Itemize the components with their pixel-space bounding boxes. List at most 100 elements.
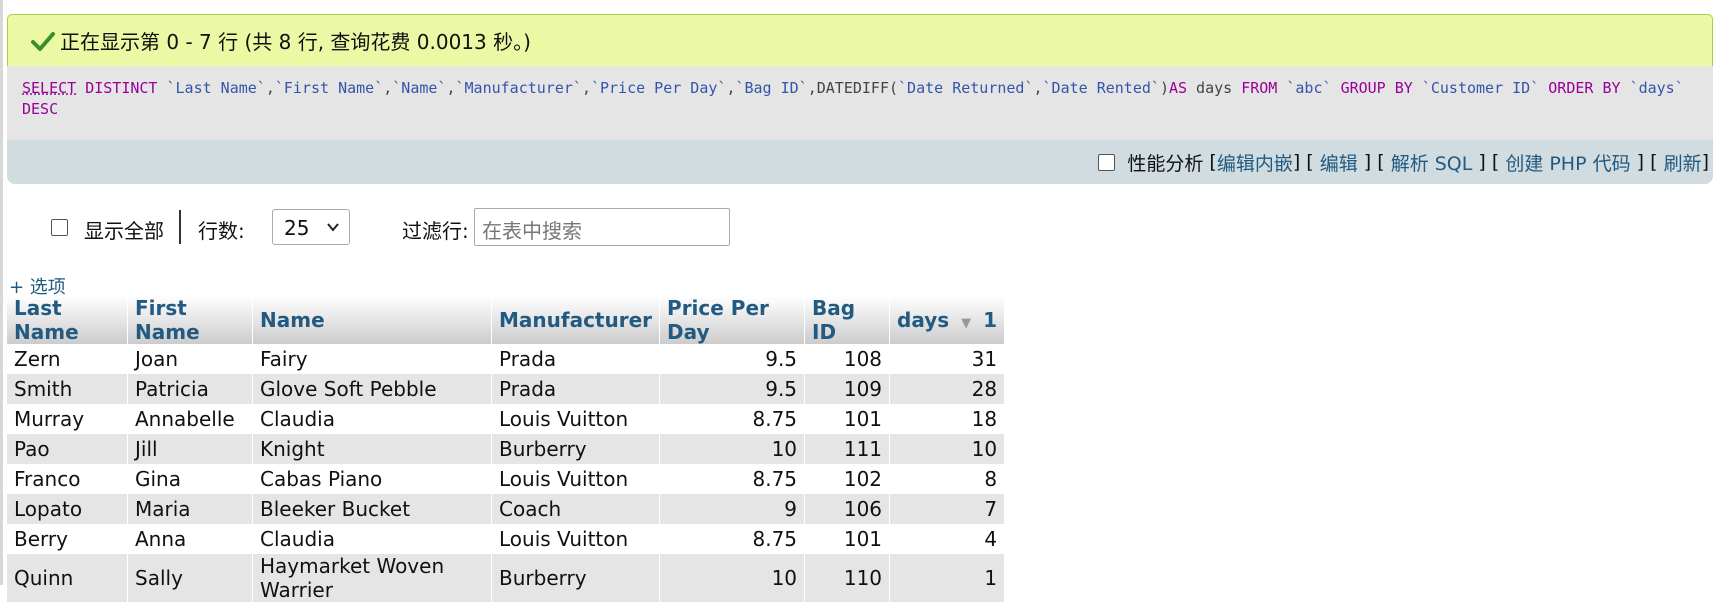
table-row[interactable]: Lopato Maria Bleeker Bucket Coach 9 106 7 [7, 494, 1006, 524]
sql-token: , [446, 79, 456, 97]
table-row[interactable]: Franco Gina Cabas Piano Louis Vuitton 8.75 10… [7, 464, 1006, 494]
sql-line-2: DESC [22, 99, 1713, 120]
table-cell[interactable]: Prada [491, 374, 661, 404]
column-header-price-per-day[interactable]: Price Per Day [659, 296, 806, 344]
sql-token: SELECT [22, 79, 77, 97]
table-cell[interactable]: Cabas Piano [252, 464, 492, 494]
table-cell[interactable]: Pao [7, 434, 128, 464]
table-cell[interactable]: Quinn [7, 554, 128, 602]
table-cell[interactable]: Smith [7, 374, 128, 404]
table-cell[interactable]: 8.75 [659, 404, 806, 434]
table-cell[interactable]: 8.75 [659, 524, 806, 554]
table-cell[interactable]: Prada [491, 344, 661, 374]
table-cell[interactable]: 111 [804, 434, 891, 464]
table-row[interactable]: Berry Anna Claudia Louis Vuitton 8.75 101 4 [7, 524, 1006, 554]
table-cell[interactable]: Burberry [491, 554, 661, 602]
table-cell[interactable]: Gina [127, 464, 253, 494]
table-cell[interactable]: Fairy [252, 344, 492, 374]
table-cell[interactable]: Burberry [491, 434, 661, 464]
table-cell[interactable]: 31 [889, 344, 1006, 374]
table-cell[interactable]: Louis Vuitton [491, 464, 661, 494]
show-all-label[interactable]: 显示全部 [84, 219, 164, 243]
days-header-label: days [897, 308, 950, 332]
column-header-manufacturer[interactable]: Manufacturer [491, 296, 661, 344]
table-cell[interactable]: 102 [804, 464, 891, 494]
table-cell[interactable]: Bleeker Bucket [252, 494, 492, 524]
table-cell[interactable]: 10 [659, 554, 806, 602]
sql-token: , [383, 79, 393, 97]
table-cell[interactable]: 7 [889, 494, 1006, 524]
options-toggle-link[interactable]: + 选项 [9, 277, 66, 298]
table-cell[interactable]: 18 [889, 404, 1006, 434]
show-all-checkbox[interactable] [51, 219, 68, 236]
table-cell[interactable]: Louis Vuitton [491, 404, 661, 434]
column-header-first-name[interactable]: First Name [127, 296, 253, 344]
column-header-bag-id[interactable]: Bag ID [804, 296, 891, 344]
filter-search-input[interactable]: 在表中搜索 [474, 208, 730, 246]
table-cell[interactable]: Joan [127, 344, 253, 374]
table-cell[interactable]: Berry [7, 524, 128, 554]
column-header-name[interactable]: Name [252, 296, 492, 344]
rows-per-page-select[interactable]: 25 [272, 209, 350, 245]
sql-token [76, 79, 85, 97]
sql-token: `Date Rented` [1042, 79, 1160, 97]
sql-token: FROM [1241, 79, 1278, 97]
sql-token: `Customer ID` [1421, 79, 1540, 97]
edit-link[interactable]: 编辑 [1319, 152, 1358, 175]
table-row[interactable]: Quinn Sally Haymarket Woven Warrier Burberr… [7, 554, 1006, 602]
sql-token: GROUP BY [1340, 79, 1413, 97]
table-cell[interactable]: 10 [659, 434, 806, 464]
table-cell[interactable]: Sally [127, 554, 253, 602]
table-cell[interactable]: 101 [804, 404, 891, 434]
table-cell[interactable]: Knight [252, 434, 492, 464]
table-cell[interactable]: Jill [127, 434, 253, 464]
table-cell[interactable]: 9.5 [659, 344, 806, 374]
table-cell[interactable]: Louis Vuitton [491, 524, 661, 554]
table-row[interactable]: Smith Patricia Glove Soft Pebble Prada 9.5 10… [7, 374, 1006, 404]
create-php-code-link[interactable]: 创建 PHP 代码 [1505, 152, 1631, 175]
table-cell[interactable]: Anna [127, 524, 253, 554]
table-cell[interactable]: 10 [889, 434, 1006, 464]
sql-token: `Date Returned` [898, 79, 1034, 97]
sql-token: ) [1159, 79, 1169, 97]
table-cell[interactable]: Zern [7, 344, 128, 374]
table-cell[interactable]: 109 [804, 374, 891, 404]
table-cell[interactable]: Maria [127, 494, 253, 524]
column-header-days[interactable]: days ▼ 1 [889, 296, 1006, 344]
table-row[interactable]: Pao Jill Knight Burberry 10 111 10 [7, 434, 1006, 464]
table-cell[interactable]: Franco [7, 464, 128, 494]
table-cell[interactable]: Claudia [252, 524, 492, 554]
column-header-last-name[interactable]: Last Name [7, 296, 128, 344]
table-cell[interactable]: 110 [804, 554, 891, 602]
explain-sql-link[interactable]: 解析 SQL [1390, 152, 1473, 175]
sql-token: `Last Name` [166, 79, 266, 97]
table-cell[interactable]: Patricia [127, 374, 253, 404]
table-cell[interactable]: 8 [889, 464, 1006, 494]
refresh-link[interactable]: 刷新 [1663, 152, 1702, 175]
table-cell[interactable]: Lopato [7, 494, 128, 524]
table-cell[interactable]: 108 [804, 344, 891, 374]
table-cell[interactable]: 1 [889, 554, 1006, 602]
table-cell[interactable]: Coach [491, 494, 661, 524]
sql-query-display[interactable]: SELECT DISTINCT `Last Name`,`First Name`… [7, 66, 1713, 140]
table-cell[interactable]: 101 [804, 524, 891, 554]
sql-token: `Bag ID` [735, 79, 808, 97]
table-row[interactable]: Zern Joan Fairy Prada 9.5 108 31 [7, 344, 1006, 374]
table-cell[interactable]: Haymarket Woven Warrier [252, 554, 492, 602]
table-cell[interactable]: Claudia [252, 404, 492, 434]
table-cell[interactable]: 9.5 [659, 374, 806, 404]
table-cell[interactable]: 106 [804, 494, 891, 524]
table-cell[interactable]: 9 [659, 494, 806, 524]
table-cell[interactable]: Murray [7, 404, 128, 434]
sql-token: `abc` [1286, 79, 1332, 97]
table-cell[interactable]: 8.75 [659, 464, 806, 494]
profiling-checkbox[interactable] [1098, 153, 1116, 171]
sql-token: `Name` [392, 79, 447, 97]
table-row[interactable]: Murray Annabelle Claudia Louis Vuitton 8.75 1… [7, 404, 1006, 434]
edit-inline-link[interactable]: 编辑内嵌 [1216, 152, 1293, 175]
table-cell[interactable]: 28 [889, 374, 1006, 404]
left-frame-border [0, 0, 3, 585]
table-cell[interactable]: 4 [889, 524, 1006, 554]
table-cell[interactable]: Glove Soft Pebble [252, 374, 492, 404]
table-cell[interactable]: Annabelle [127, 404, 253, 434]
